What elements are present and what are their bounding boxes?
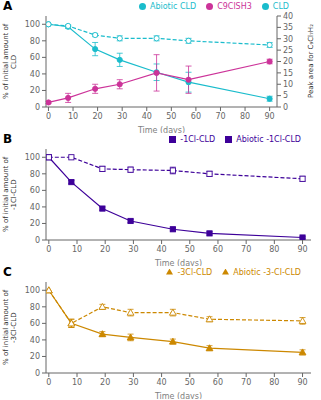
- html-text:A: A: [3, 0, 13, 13]
- html-text:% of initial amount of CLD: % of initial amount of CLD: [2, 23, 18, 100]
- svg-text:80: 80: [30, 170, 40, 179]
- svg-text:40: 40: [30, 70, 40, 79]
- svg-text:0: 0: [35, 369, 40, 378]
- html-text:-3Cl-CLD: -3Cl-CLD: [177, 268, 213, 277]
- svg-text:0: 0: [35, 103, 40, 112]
- svg-text:50: 50: [166, 112, 176, 121]
- html-text:Peak area for C₉Cl₇H₂: Peak area for C₉Cl₇H₂: [307, 24, 315, 99]
- svg-text:20: 20: [100, 245, 110, 254]
- svg-text:0: 0: [46, 245, 51, 254]
- svg-text:20: 20: [100, 378, 110, 387]
- svg-text:Time (days): Time (days): [154, 392, 202, 399]
- svg-text:80: 80: [30, 303, 40, 312]
- html-text:C9ClSH3: C9ClSH3: [217, 2, 252, 11]
- svg-text:60: 60: [191, 112, 201, 121]
- svg-text:80: 80: [240, 112, 250, 121]
- svg-text:0: 0: [35, 236, 40, 245]
- svg-text:60: 60: [213, 245, 223, 254]
- svg-text:0: 0: [46, 112, 51, 121]
- svg-text:40: 40: [142, 112, 152, 121]
- svg-text:5: 5: [283, 91, 288, 100]
- html-text:B: B: [3, 132, 13, 146]
- svg-text:Time (days): Time (days): [154, 259, 202, 266]
- svg-text:25: 25: [283, 46, 293, 55]
- svg-text:40: 40: [30, 336, 40, 345]
- svg-text:10: 10: [283, 80, 293, 89]
- svg-text:90: 90: [297, 245, 307, 254]
- svg-text:60: 60: [30, 319, 40, 328]
- html-text:C: C: [3, 265, 12, 279]
- svg-text:10: 10: [72, 245, 82, 254]
- svg-text:30: 30: [128, 245, 138, 254]
- svg-text:70: 70: [241, 378, 251, 387]
- svg-text:40: 40: [283, 12, 293, 21]
- svg-text:60: 60: [213, 378, 223, 387]
- svg-text:30: 30: [128, 378, 138, 387]
- html-text:% of initial amount of -1Cl-CL: % of initial amount of -1Cl-CLD: [2, 156, 18, 233]
- svg-text:50: 50: [185, 245, 195, 254]
- svg-text:100: 100: [25, 286, 40, 295]
- svg-text:40: 40: [30, 203, 40, 212]
- html-text:Abiotic -1Cl-CLD: Abiotic -1Cl-CLD: [236, 135, 301, 144]
- html-text:Abiotic -3-Cl-CLD: Abiotic -3-Cl-CLD: [233, 268, 301, 277]
- svg-text:100: 100: [25, 20, 40, 29]
- svg-text:80: 80: [30, 37, 40, 46]
- svg-text:0: 0: [46, 378, 51, 387]
- svg-text:10: 10: [72, 378, 82, 387]
- svg-text:20: 20: [283, 57, 293, 66]
- svg-text:40: 40: [156, 378, 166, 387]
- svg-text:30: 30: [283, 35, 293, 44]
- html-text:-1Cl-CLD: -1Cl-CLD: [180, 135, 216, 144]
- svg-text:70: 70: [215, 112, 225, 121]
- svg-text:35: 35: [283, 23, 293, 32]
- svg-text:70: 70: [241, 245, 251, 254]
- svg-text:30: 30: [117, 112, 127, 121]
- svg-text:100: 100: [25, 153, 40, 162]
- svg-text:90: 90: [265, 112, 275, 121]
- svg-text:20: 20: [30, 352, 40, 361]
- svg-text:60: 60: [30, 53, 40, 62]
- svg-text:80: 80: [269, 378, 279, 387]
- svg-text:80: 80: [269, 245, 279, 254]
- svg-text:90: 90: [297, 378, 307, 387]
- svg-text:10: 10: [68, 112, 78, 121]
- svg-text:20: 20: [30, 86, 40, 95]
- svg-text:60: 60: [30, 186, 40, 195]
- svg-text:Time (days): Time (days): [137, 126, 185, 133]
- svg-text:0: 0: [283, 103, 288, 112]
- svg-text:15: 15: [283, 69, 293, 78]
- svg-text:20: 20: [30, 219, 40, 228]
- svg-text:50: 50: [185, 378, 195, 387]
- html-text:% of initial amount of -3Cl-CL: % of initial amount of -3Cl-CLD: [2, 289, 18, 366]
- svg-text:20: 20: [93, 112, 103, 121]
- html-text:Abiotic CLD: Abiotic CLD: [150, 2, 197, 11]
- html-text:CLD: CLD: [272, 2, 289, 11]
- svg-text:40: 40: [156, 245, 166, 254]
